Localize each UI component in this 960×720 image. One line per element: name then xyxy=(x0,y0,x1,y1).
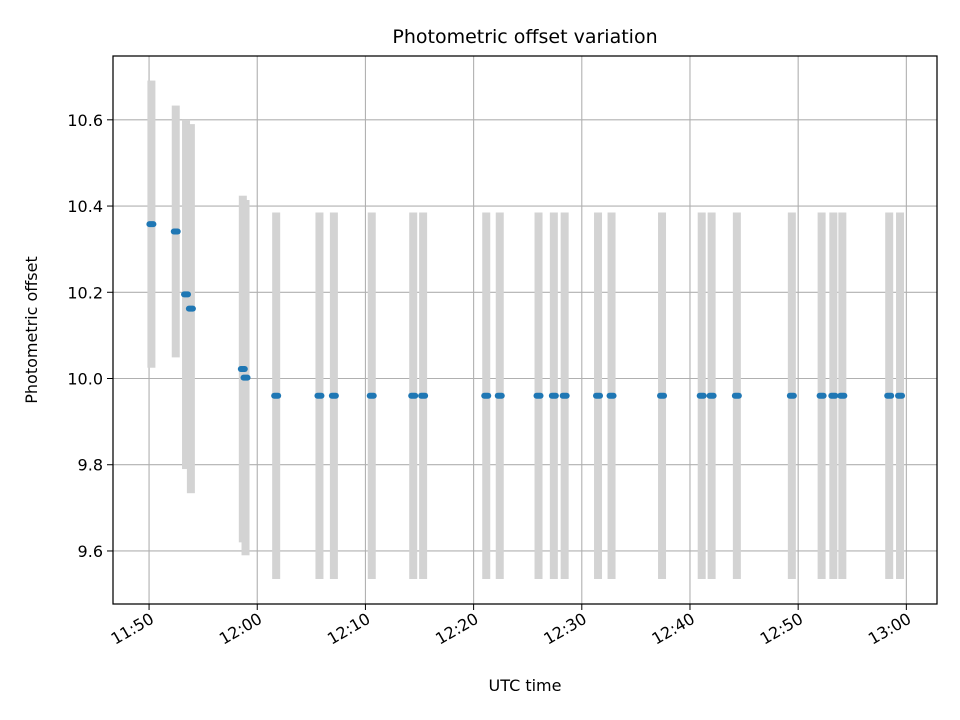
data-point xyxy=(170,228,181,235)
data-point xyxy=(533,392,544,399)
data-point xyxy=(185,305,196,312)
data-point xyxy=(481,392,492,399)
data-point xyxy=(418,392,429,399)
data-point xyxy=(408,392,419,399)
data-point xyxy=(895,392,906,399)
data-point xyxy=(657,392,668,399)
data-point xyxy=(606,392,617,399)
y-tick-label: 10.6 xyxy=(67,111,103,130)
y-tick-label: 9.6 xyxy=(78,542,103,561)
data-point xyxy=(271,392,282,399)
data-point xyxy=(559,392,570,399)
data-point xyxy=(240,374,251,381)
data-point xyxy=(786,392,797,399)
data-point xyxy=(837,392,848,399)
x-axis-label: UTC time xyxy=(489,676,562,695)
plot-frame xyxy=(112,55,938,605)
data-point xyxy=(828,392,839,399)
data-point xyxy=(593,392,604,399)
y-tick-label: 10.4 xyxy=(67,197,103,216)
data-point xyxy=(884,392,895,399)
data-point xyxy=(816,392,827,399)
y-axis-label: Photometric offset xyxy=(22,256,41,404)
y-axis-ticks: 9.6 9.8 10.0 10.2 10.4 10.6 xyxy=(67,111,113,561)
data-points xyxy=(146,221,906,399)
data-point xyxy=(146,221,157,228)
y-tick-label: 9.8 xyxy=(78,456,103,475)
data-point xyxy=(731,392,742,399)
chart-title: Photometric offset variation xyxy=(392,26,657,48)
data-point xyxy=(237,366,248,373)
data-point xyxy=(696,392,707,399)
data-point xyxy=(494,392,505,399)
grid-lines xyxy=(113,56,937,604)
y-tick-label: 10.0 xyxy=(67,370,103,389)
data-point xyxy=(548,392,559,399)
data-point xyxy=(706,392,717,399)
data-point xyxy=(366,392,377,399)
y-tick-label: 10.2 xyxy=(67,283,103,302)
data-point xyxy=(328,392,339,399)
data-point xyxy=(314,392,325,399)
data-point xyxy=(181,291,192,298)
